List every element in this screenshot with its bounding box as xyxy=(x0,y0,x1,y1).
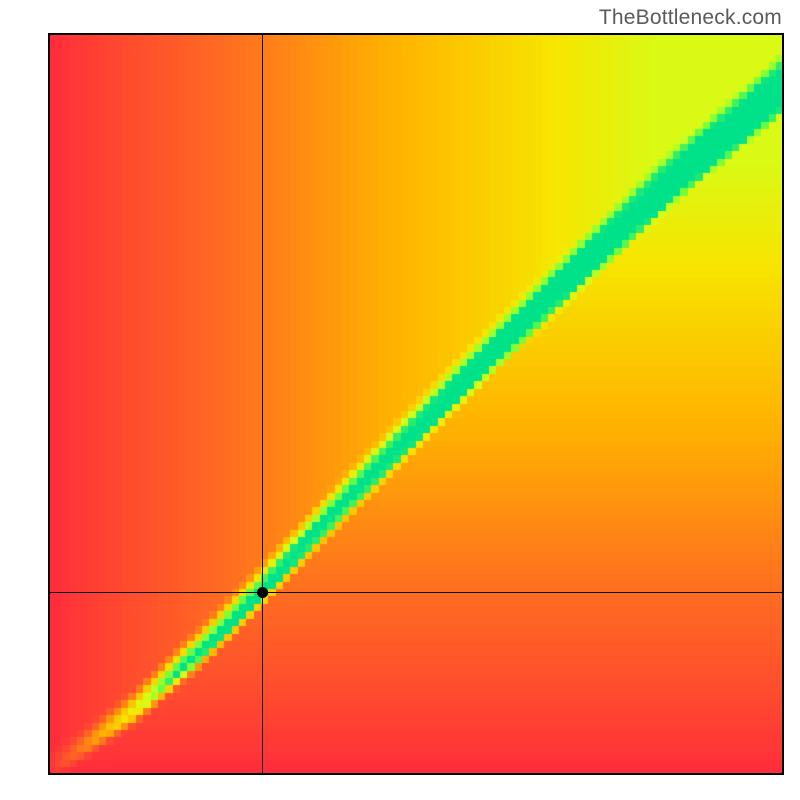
crosshair-vertical xyxy=(262,33,263,775)
plot-border xyxy=(48,33,784,775)
watermark-label: TheBottleneck.com xyxy=(599,6,782,30)
crosshair-horizontal xyxy=(48,592,784,593)
